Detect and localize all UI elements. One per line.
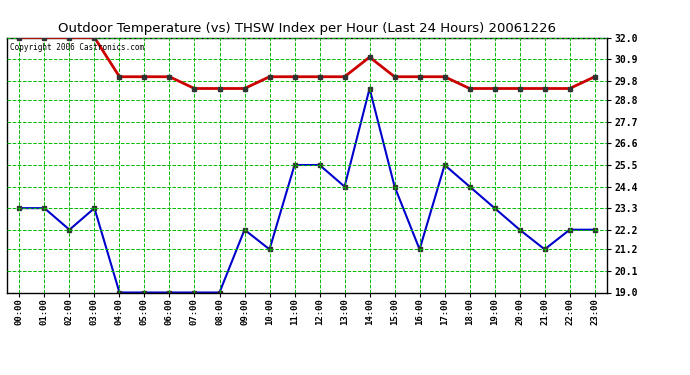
Title: Outdoor Temperature (vs) THSW Index per Hour (Last 24 Hours) 20061226: Outdoor Temperature (vs) THSW Index per …	[58, 22, 556, 35]
Text: Copyright 2006 Castronics.com: Copyright 2006 Castronics.com	[10, 43, 144, 52]
